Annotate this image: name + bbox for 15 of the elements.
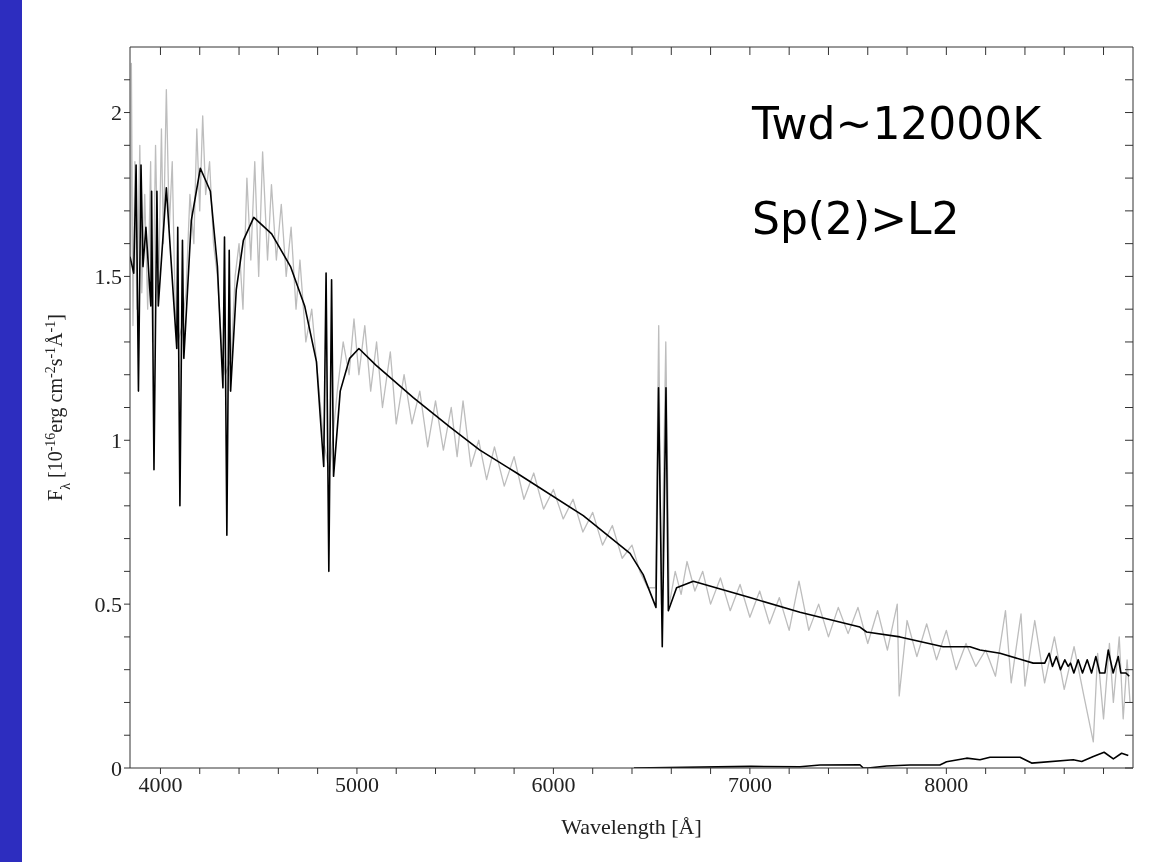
- y-tick-label: 1: [111, 428, 122, 454]
- x-tick-label: 6000: [531, 771, 576, 797]
- x-tick-label: 5000: [334, 771, 379, 797]
- annotation: Sp(2)>L2: [752, 193, 960, 244]
- line-series: [130, 62, 1131, 743]
- line-series: [130, 164, 1131, 678]
- x-tick-label: 7000: [727, 771, 772, 797]
- y-tick-label: 0.5: [94, 591, 122, 617]
- y-tick-label: 1.5: [94, 264, 122, 290]
- x-tick-label: 4000: [138, 771, 183, 797]
- annotation: Twd~12000K: [752, 98, 1042, 149]
- x-axis-title: Wavelength [Å]: [561, 814, 702, 839]
- y-tick-label: 2: [111, 100, 122, 126]
- x-tick-label: 8000: [924, 771, 969, 797]
- y-tick-label: 0: [111, 755, 122, 781]
